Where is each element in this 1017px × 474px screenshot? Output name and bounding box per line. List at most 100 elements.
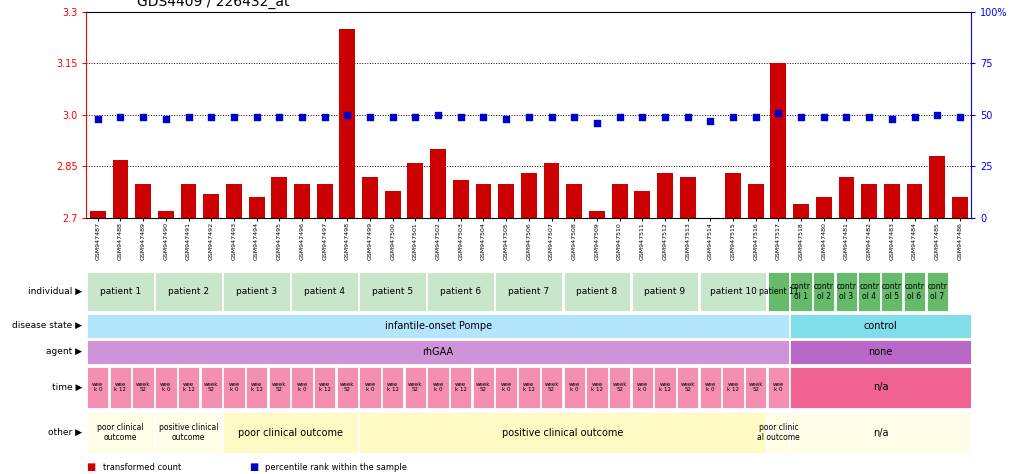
Bar <box>249 198 264 218</box>
Bar <box>314 367 336 408</box>
Bar <box>294 184 310 218</box>
Text: wee
k 12: wee k 12 <box>659 383 671 392</box>
Text: ■: ■ <box>86 462 96 472</box>
Text: wee
k 0: wee k 0 <box>705 383 716 392</box>
Bar <box>814 272 834 311</box>
Bar <box>700 367 721 408</box>
Bar <box>930 156 945 218</box>
Bar <box>427 272 494 311</box>
Bar <box>476 184 491 218</box>
Text: patient 10: patient 10 <box>710 287 757 296</box>
Point <box>180 113 196 121</box>
Text: patient 4: patient 4 <box>304 287 345 296</box>
Text: individual ▶: individual ▶ <box>28 287 82 296</box>
Bar <box>521 173 537 218</box>
Bar <box>632 272 699 311</box>
Bar <box>156 367 177 408</box>
Bar <box>359 272 426 311</box>
Text: wee
k 12: wee k 12 <box>318 383 331 392</box>
Bar <box>611 184 627 218</box>
Bar <box>337 367 358 408</box>
Bar <box>790 412 970 453</box>
Point <box>635 113 651 121</box>
Bar <box>156 272 222 311</box>
Text: patient 5: patient 5 <box>372 287 413 296</box>
Text: patient 11: patient 11 <box>759 287 798 296</box>
Text: wee
k 0: wee k 0 <box>500 383 512 392</box>
Text: contr
ol 5: contr ol 5 <box>882 282 902 301</box>
Bar <box>384 191 401 218</box>
Point <box>611 113 627 121</box>
Bar <box>224 412 358 453</box>
Bar <box>362 177 378 218</box>
Text: week
52: week 52 <box>680 383 695 392</box>
Text: contr
ol 1: contr ol 1 <box>791 282 812 301</box>
Bar <box>632 367 653 408</box>
Bar <box>586 367 607 408</box>
Bar <box>768 412 789 453</box>
Point <box>702 118 718 125</box>
Text: contr
ol 2: contr ol 2 <box>814 282 834 301</box>
Bar <box>430 149 446 218</box>
Text: patient 3: patient 3 <box>236 287 278 296</box>
Bar <box>158 211 174 218</box>
Point <box>906 113 922 121</box>
Text: poor clinic
al outcome: poor clinic al outcome <box>757 423 799 442</box>
Bar <box>156 412 222 453</box>
Bar <box>589 211 605 218</box>
Bar <box>790 340 971 364</box>
Point <box>952 113 968 121</box>
Text: week
52: week 52 <box>340 383 355 392</box>
Bar <box>816 198 832 218</box>
Text: disease state ▶: disease state ▶ <box>12 321 82 330</box>
Point <box>816 113 832 121</box>
Bar <box>291 367 312 408</box>
Bar <box>768 272 789 311</box>
Text: wee
k 12: wee k 12 <box>523 383 535 392</box>
Bar <box>747 184 764 218</box>
Bar <box>884 184 900 218</box>
Text: wee
k 0: wee k 0 <box>637 383 648 392</box>
Text: other ▶: other ▶ <box>49 428 82 437</box>
Point <box>430 111 446 118</box>
Bar <box>340 29 355 218</box>
Text: week
52: week 52 <box>544 383 558 392</box>
Text: positive clinical outcome: positive clinical outcome <box>502 428 623 438</box>
Bar <box>519 367 539 408</box>
Bar <box>181 184 196 218</box>
Text: wee
k 0: wee k 0 <box>93 383 104 392</box>
Text: patient 7: patient 7 <box>508 287 549 296</box>
Bar <box>838 177 854 218</box>
Bar <box>745 367 767 408</box>
Text: week
52: week 52 <box>204 383 219 392</box>
Bar <box>906 184 922 218</box>
Text: contr
ol 7: contr ol 7 <box>928 282 947 301</box>
Bar <box>86 314 789 338</box>
Bar <box>768 367 789 408</box>
Point <box>543 113 559 121</box>
Text: patient 1: patient 1 <box>100 287 141 296</box>
Text: poor clinical outcome: poor clinical outcome <box>238 428 343 438</box>
Bar <box>543 163 559 218</box>
Bar <box>926 272 948 311</box>
Text: wee
k 0: wee k 0 <box>228 383 240 392</box>
Text: patient 2: patient 2 <box>168 287 210 296</box>
Point <box>747 113 764 121</box>
Point <box>248 113 264 121</box>
Text: GDS4409 / 226432_at: GDS4409 / 226432_at <box>137 0 290 9</box>
Bar <box>132 367 154 408</box>
Text: week
52: week 52 <box>136 383 151 392</box>
Bar <box>952 198 968 218</box>
Point <box>475 113 491 121</box>
Text: n/a: n/a <box>873 428 888 438</box>
Bar <box>836 272 857 311</box>
Bar <box>89 211 106 218</box>
Text: week
52: week 52 <box>408 383 423 392</box>
Point <box>679 113 696 121</box>
Bar <box>224 367 244 408</box>
Bar <box>408 163 423 218</box>
Text: positive clinical
outcome: positive clinical outcome <box>159 423 219 442</box>
Point <box>226 113 242 121</box>
Bar <box>657 173 673 218</box>
Text: poor clinical
outcome: poor clinical outcome <box>98 423 143 442</box>
